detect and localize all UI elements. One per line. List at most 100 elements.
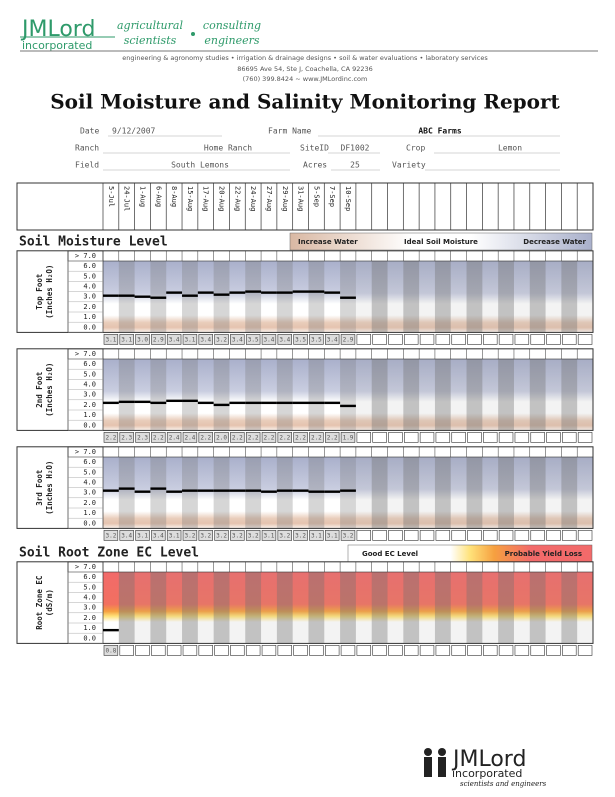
date-label: 29-Aug (281, 186, 289, 211)
column-shade (197, 572, 214, 644)
value-box (546, 530, 561, 541)
field-value: 25 (350, 161, 360, 170)
value-box (562, 334, 577, 345)
section-title: Soil Moisture Level (19, 235, 168, 250)
y-axis-label: (Inches H₂O) (45, 363, 54, 417)
value-box (340, 530, 356, 541)
logo-dot (191, 32, 195, 36)
value-box (562, 645, 577, 656)
column-shade (561, 572, 578, 644)
value-box (261, 645, 277, 656)
column-shade (419, 261, 435, 333)
column-shade (403, 261, 420, 333)
value-box (483, 645, 498, 656)
y-tick-label: 4.0 (83, 479, 96, 487)
value-label: 3.2 (185, 532, 196, 539)
y-axis-label: (dS/m) (45, 589, 54, 616)
column-shade (150, 359, 167, 431)
level-mark (166, 399, 183, 403)
value-label: 2.3 (121, 434, 132, 441)
value-box (356, 334, 372, 345)
y-axis-label: Top Foot (35, 274, 44, 310)
column-shade (229, 572, 246, 644)
value-label: 3.4 (279, 336, 290, 343)
column-shade (450, 261, 467, 333)
column-shade (466, 457, 483, 529)
value-box (151, 645, 166, 656)
column-shade (498, 261, 514, 333)
value-box (467, 334, 482, 345)
date-label: 22-Aug (233, 186, 241, 211)
column-shade (561, 261, 578, 333)
column-shade (466, 572, 483, 644)
field-value: Home Ranch (204, 144, 252, 153)
value-box (166, 645, 182, 656)
date-label: 1-Aug (139, 186, 147, 207)
y-tick-label: 2.0 (83, 499, 96, 507)
value-label: 2.2 (311, 434, 322, 441)
column-shade (371, 261, 388, 333)
level-mark (308, 290, 325, 293)
legend-label: Decrease Water (523, 238, 586, 246)
value-box (324, 334, 340, 345)
column-shade (213, 261, 230, 333)
column-shade (529, 457, 546, 529)
column-shade (276, 572, 293, 644)
value-label: 2.2 (153, 434, 164, 441)
value-box (277, 334, 292, 345)
value-box (577, 530, 593, 541)
column-shade (276, 261, 293, 333)
value-box (182, 530, 198, 541)
value-box (498, 645, 514, 656)
value-box (214, 334, 229, 345)
y-tick-label: 5.0 (83, 468, 96, 476)
value-label: 3.2 (105, 532, 116, 539)
value-box (388, 530, 403, 541)
column-shade (276, 359, 293, 431)
y-tick-label: 3.0 (83, 391, 96, 399)
value-label: 2.2 (327, 434, 338, 441)
y-tick-label: 0.0 (83, 323, 96, 331)
column-shade (245, 572, 262, 644)
y-tick-label: 2.0 (83, 614, 96, 622)
value-box (151, 334, 166, 345)
chart-band (103, 359, 593, 431)
value-box (498, 334, 514, 345)
value-label: 2.2 (264, 434, 275, 441)
column-shade (355, 261, 372, 333)
value-label: 3.2 (200, 532, 211, 539)
chart-header-row (67, 250, 594, 262)
column-shade (276, 457, 293, 529)
value-box (546, 334, 561, 345)
value-label: 3.1 (185, 336, 196, 343)
column-shade (403, 572, 420, 644)
value-box (404, 530, 419, 541)
value-box (514, 334, 530, 345)
column-shade (387, 457, 404, 529)
level-mark (150, 296, 167, 299)
date-label: 15-Aug (186, 186, 194, 211)
date-label: 6-Aug (154, 186, 162, 207)
value-box (514, 645, 530, 656)
value-box (530, 432, 545, 443)
footer-logo: JMLord (451, 747, 526, 772)
report-title: Soil Moisture and Salinity Monitoring Re… (50, 90, 560, 114)
value-box (103, 334, 119, 345)
value-box (530, 645, 545, 656)
column-shade (308, 261, 325, 333)
tagline: engineers (204, 34, 260, 47)
level-mark (245, 401, 262, 405)
y-axis-label: 3rd Foot (35, 470, 44, 506)
section-title: Soil Root Zone EC Level (19, 546, 199, 561)
field-label: Date (80, 127, 99, 136)
column-shade (482, 261, 499, 333)
value-box (435, 645, 451, 656)
level-mark (276, 401, 293, 405)
level-mark (197, 489, 214, 492)
y-tick-label: 6.0 (83, 360, 96, 368)
y-tick-label: 2.0 (83, 303, 96, 311)
logo: JMLord (20, 17, 95, 42)
column-shade (482, 457, 499, 529)
value-box (309, 334, 324, 345)
column-shade (529, 572, 546, 644)
